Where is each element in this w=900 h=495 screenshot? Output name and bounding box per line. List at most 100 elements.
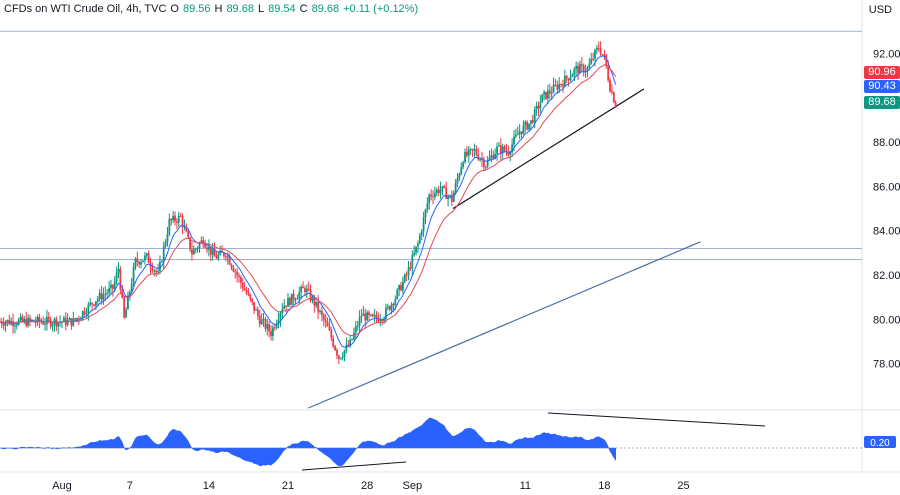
candle-body xyxy=(486,160,489,167)
ema-fast-line xyxy=(0,55,617,348)
candle-body xyxy=(396,289,399,299)
candle-body xyxy=(292,293,295,300)
moving-averages xyxy=(0,55,617,348)
candle-body xyxy=(535,105,538,110)
candle-body xyxy=(563,75,566,87)
candle-body xyxy=(428,194,431,204)
candle-body xyxy=(407,267,410,275)
candle-body xyxy=(51,324,54,327)
candle-body xyxy=(488,157,491,161)
candle-body xyxy=(98,292,101,299)
candle-body xyxy=(547,90,549,99)
candle-body xyxy=(516,134,519,136)
candle-body xyxy=(417,243,419,247)
candle-body xyxy=(245,290,248,294)
oscillator-tag xyxy=(864,436,896,448)
candle-body xyxy=(609,80,611,92)
candle-body xyxy=(403,274,406,282)
candle-body xyxy=(247,293,250,295)
candle-body xyxy=(74,318,77,320)
candle-body xyxy=(601,54,604,56)
candle-body xyxy=(113,281,116,289)
candle-body xyxy=(579,64,581,73)
candle-body xyxy=(270,331,272,336)
candle-body xyxy=(130,283,133,292)
candle-body xyxy=(432,196,434,198)
candle-body xyxy=(447,196,449,199)
candle-body xyxy=(21,316,24,322)
candle-body xyxy=(319,310,321,312)
x-tick-label: 25 xyxy=(677,480,689,492)
candle-body xyxy=(345,344,348,351)
candle-body xyxy=(375,315,378,319)
candle-body xyxy=(136,258,139,262)
candle-body xyxy=(492,155,495,159)
candle-body xyxy=(558,83,561,90)
candle-body xyxy=(326,322,329,327)
candle-body xyxy=(224,256,227,258)
candle-body xyxy=(394,298,397,306)
candle-body xyxy=(450,195,453,202)
candle-body xyxy=(388,306,391,310)
candle-body xyxy=(356,325,359,327)
candle-body xyxy=(100,292,103,300)
candle-body xyxy=(341,356,344,359)
candle-body xyxy=(66,319,69,326)
currency-label[interactable]: USD xyxy=(868,4,892,16)
oscillator-pane: 0.20 xyxy=(0,412,896,471)
oscillator-tag-label: 0.20 xyxy=(870,438,890,449)
candle-body xyxy=(560,83,562,85)
candle-body xyxy=(501,146,504,154)
candle-body xyxy=(106,292,109,294)
candle-body xyxy=(498,145,500,147)
candle-body xyxy=(445,187,448,199)
candle-body xyxy=(460,167,463,175)
candle-body xyxy=(117,268,120,273)
candle-body xyxy=(127,295,129,310)
candle-body xyxy=(496,146,498,154)
candle-body xyxy=(223,252,225,257)
candle-body xyxy=(533,109,536,123)
candle-body xyxy=(302,286,304,289)
candle-body xyxy=(300,286,303,293)
symbol-title[interactable]: CFDs on WTI Crude Oil, 4h, TVC xyxy=(4,3,167,15)
candle-body xyxy=(177,215,180,223)
candle-body xyxy=(573,69,576,75)
candle-body xyxy=(514,134,517,137)
candle-body xyxy=(226,256,229,258)
candle-body xyxy=(494,153,497,159)
candle-body xyxy=(567,78,570,81)
candle-body xyxy=(554,84,557,86)
candle-body xyxy=(511,144,514,153)
y-tick-label: 84.00 xyxy=(873,226,900,238)
candle-body xyxy=(334,346,336,350)
ema-slow-line xyxy=(0,64,617,337)
candle-body xyxy=(172,215,175,221)
candle-body xyxy=(590,58,593,64)
candle-body xyxy=(343,350,346,357)
candle-body xyxy=(569,77,572,81)
candle-body xyxy=(34,322,37,324)
candle-body xyxy=(473,149,476,151)
candle-body xyxy=(328,326,331,331)
candle-body xyxy=(83,311,86,315)
trendline-0 xyxy=(308,241,701,409)
candle-body xyxy=(123,297,126,318)
candle-body xyxy=(420,231,423,236)
candle-body xyxy=(6,320,9,323)
candle-body xyxy=(575,65,578,70)
candle-body xyxy=(507,151,510,155)
candle-body xyxy=(339,358,342,360)
y-tick-label: 82.00 xyxy=(873,270,900,282)
x-tick-label: 14 xyxy=(203,480,215,492)
trendline-1 xyxy=(452,88,645,210)
oscillator-divergence-top xyxy=(547,412,766,427)
candle-body xyxy=(290,293,293,305)
candle-body xyxy=(398,285,401,290)
candle-body xyxy=(614,102,617,108)
candle-body xyxy=(96,298,99,302)
candle-body xyxy=(230,264,233,268)
candle-body xyxy=(143,255,146,261)
candle-body xyxy=(85,313,88,315)
